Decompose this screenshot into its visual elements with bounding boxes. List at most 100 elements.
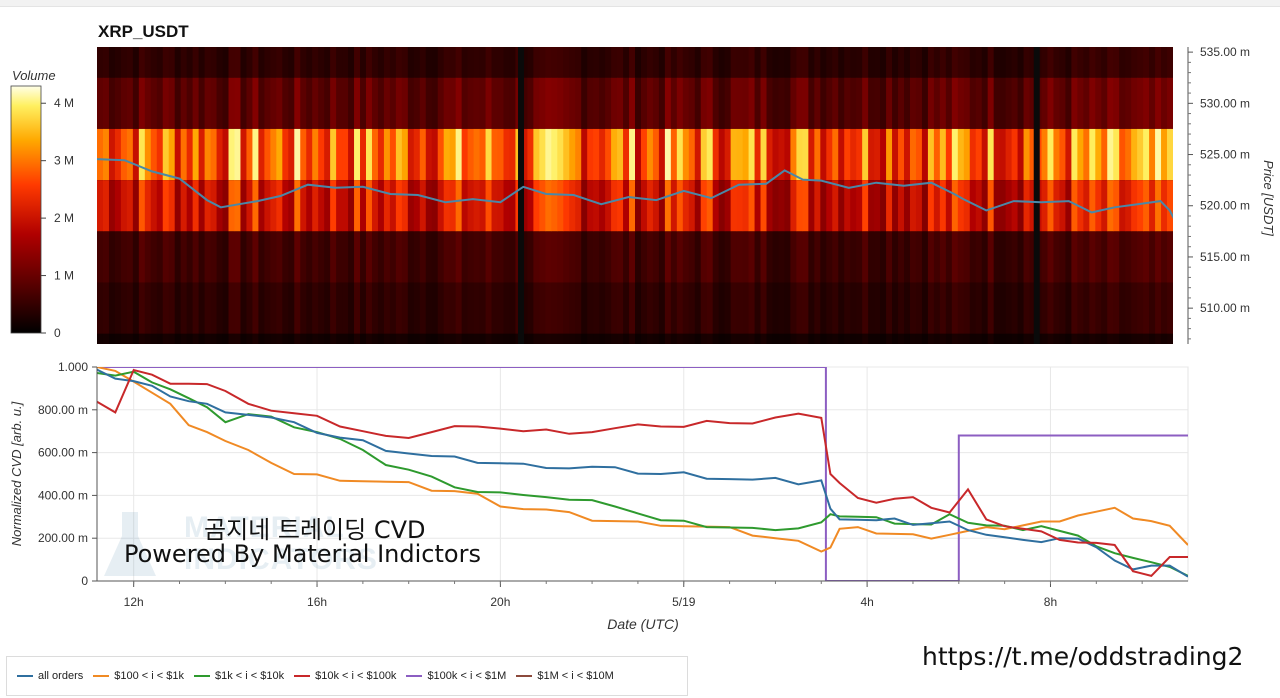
heatmap-cell: [593, 77, 600, 129]
heatmap-cell: [742, 180, 750, 232]
legend-item[interactable]: $1M < i < $10M: [516, 670, 614, 682]
heatmap-cell: [276, 180, 283, 232]
heatmap-cell: [599, 77, 606, 129]
heatmap-cell: [563, 128, 570, 181]
legend-item[interactable]: $100 < i < $1k: [93, 670, 184, 682]
heatmap-cell: [688, 231, 696, 283]
heatmap-cell: [102, 128, 110, 181]
legend-item[interactable]: $10k < i < $100k: [294, 670, 396, 682]
heatmap-cell: [1077, 282, 1084, 334]
cvd-series-line: [97, 368, 1188, 578]
heatmap-cell: [969, 77, 977, 129]
heatmap-cell: [772, 128, 780, 181]
heatmap-cell: [192, 282, 200, 334]
heatmap-cell: [581, 180, 588, 232]
heatmap-cell: [892, 180, 899, 232]
heatmap-cell: [557, 231, 564, 283]
price-axis: 535.00 m 530.00 m 525.00 m 520.00 m 515.00 m…: [1187, 45, 1250, 344]
heatmap-cell: [748, 282, 756, 334]
heatmap-cell: [276, 231, 283, 283]
heatmap-cell: [886, 47, 893, 78]
heatmap-cell: [814, 77, 821, 129]
x-tick-label: 16h: [307, 595, 327, 609]
heatmap-cell: [676, 333, 684, 344]
heatmap-cell: [1023, 180, 1031, 232]
heatmap-cell: [204, 47, 212, 78]
heatmap-cell: [909, 282, 917, 334]
heatmap-cell: [1053, 47, 1061, 78]
heatmap-cell: [497, 231, 505, 283]
heatmap-cell: [581, 231, 588, 283]
heatmap-cell: [862, 333, 869, 344]
heatmap-cell: [120, 282, 128, 334]
heatmap-cell: [186, 77, 194, 129]
heatmap-cell: [102, 77, 110, 129]
heatmap-cell: [760, 282, 768, 334]
heatmap-cell: [509, 77, 517, 129]
heatmap-cell: [605, 333, 612, 344]
heatmap-cell: [1011, 282, 1019, 334]
heatmap-cell: [1077, 47, 1084, 78]
heatmap-cell: [933, 128, 941, 181]
heatmap-cell: [736, 333, 744, 344]
heatmap-cell: [1089, 231, 1096, 283]
heatmap-cell: [150, 231, 158, 283]
heatmap-cell: [802, 180, 809, 232]
telegram-link[interactable]: https://t.me/oddstrading2: [922, 642, 1244, 671]
legend-label: $1k < i < $10k: [214, 670, 285, 682]
price-line: [97, 158, 1173, 219]
heatmap-cell: [366, 47, 373, 78]
heatmap-cell: [461, 180, 469, 232]
heatmap-cell: [449, 77, 457, 129]
heatmap-cell: [383, 333, 391, 344]
heatmap-cell: [545, 77, 552, 129]
heatmap-cell: [617, 47, 624, 78]
legend-item[interactable]: $1k < i < $10k: [193, 670, 285, 682]
heatmap-cell: [1059, 47, 1066, 78]
heatmap-cell: [790, 77, 797, 129]
heatmap-cell: [216, 128, 224, 181]
flask-icon: [104, 512, 156, 576]
heatmap-cell: [772, 231, 780, 283]
heatmap-cell: [664, 77, 672, 129]
heatmap-cell: [389, 128, 397, 181]
heatmap-cell: [766, 333, 774, 344]
heatmap-cell: [736, 128, 744, 181]
heatmap-cell: [276, 333, 283, 344]
heatmap-cell: [551, 333, 558, 344]
heatmap-cell: [138, 231, 146, 283]
heatmap-cell: [551, 231, 558, 283]
heatmap-cell: [640, 128, 648, 181]
heatmap-cell: [874, 47, 881, 78]
heatmap-cell: [784, 47, 792, 78]
heatmap-cell: [108, 180, 116, 232]
heatmap-cell: [880, 128, 887, 181]
heatmap-cell: [228, 333, 236, 344]
heatmap-cell: [521, 282, 528, 334]
price-tick-label: 520.00 m: [1200, 199, 1250, 213]
heatmap-cell: [682, 77, 690, 129]
heatmap-cell: [856, 282, 863, 334]
heatmap-cell: [862, 128, 869, 181]
heatmap-cell: [724, 180, 732, 232]
legend-item[interactable]: all orders: [17, 670, 83, 682]
heatmap-cell: [330, 77, 337, 129]
heatmap-cell: [957, 282, 965, 334]
heatmap-cell: [533, 333, 540, 344]
heatmap-cell: [437, 180, 445, 232]
heatmap-cell: [1023, 282, 1031, 334]
heatmap-cell: [377, 47, 385, 78]
heatmap-cell: [252, 128, 259, 181]
legend-item[interactable]: $100k < i < $1M: [406, 670, 506, 682]
heatmap-cell: [892, 77, 899, 129]
heatmap-cell: [360, 282, 367, 334]
heatmap-cell: [1029, 77, 1037, 129]
heatmap-cell: [862, 180, 869, 232]
heatmap-cell: [927, 231, 935, 283]
heatmap-cell: [1113, 47, 1120, 78]
heatmap-cell: [198, 333, 206, 344]
heatmap-cell: [760, 47, 768, 78]
heatmap-cell: [354, 333, 361, 344]
heatmap-cell: [294, 77, 301, 129]
